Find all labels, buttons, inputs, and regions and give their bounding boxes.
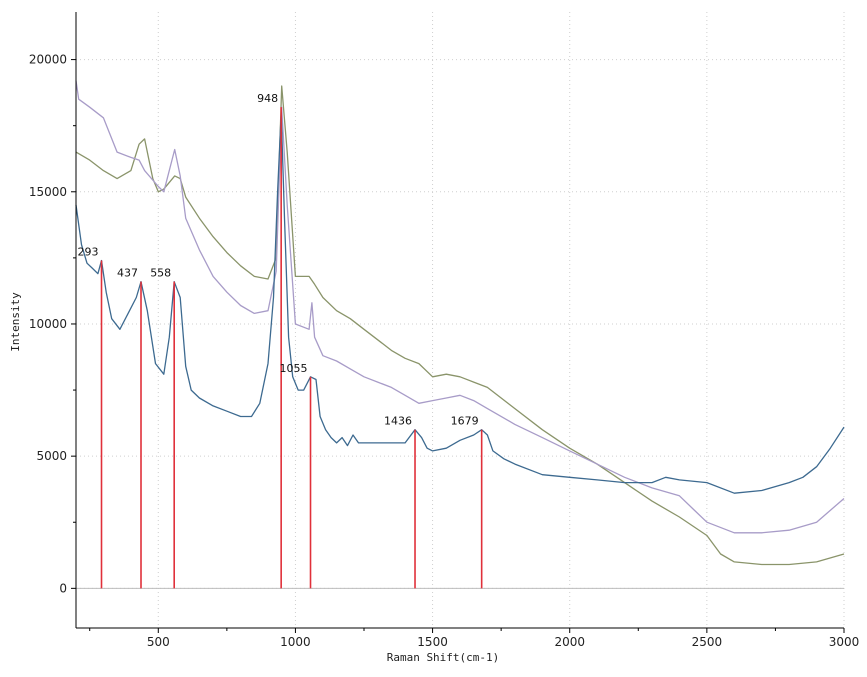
y-tick-label-15000: 15000 bbox=[29, 185, 67, 199]
y-axis-title: Intensity bbox=[9, 292, 22, 352]
series-line-3 bbox=[75, 111, 845, 494]
peak-label-558: 558 bbox=[150, 267, 171, 280]
peak-label-437: 437 bbox=[117, 267, 138, 280]
series-line-1 bbox=[75, 85, 845, 566]
peak-markers bbox=[100, 107, 483, 589]
axes bbox=[75, 12, 844, 629]
x-tick-label-500: 500 bbox=[147, 635, 170, 649]
x-tick-label-2500: 2500 bbox=[692, 635, 723, 649]
peak-label-293: 293 bbox=[78, 246, 99, 259]
grid bbox=[76, 12, 845, 628]
x-axis-title: Raman Shift(cm-1) bbox=[387, 651, 500, 664]
peak-labels: 293 437 558 948 1055 1436 1679 bbox=[78, 92, 479, 428]
x-tick-label-1500: 1500 bbox=[417, 635, 448, 649]
y-tick-label-10000: 10000 bbox=[29, 317, 67, 331]
x-tick-label-1000: 1000 bbox=[280, 635, 311, 649]
series-group bbox=[75, 80, 845, 566]
peak-label-1055: 1055 bbox=[280, 362, 308, 375]
x-tick-label-3000: 3000 bbox=[829, 635, 860, 649]
series-line-2 bbox=[75, 80, 845, 534]
y-tick-label-0: 0 bbox=[59, 581, 67, 595]
y-tick-label-5000: 5000 bbox=[36, 449, 67, 463]
y-tick-label-20000: 20000 bbox=[29, 53, 67, 67]
peak-label-1436: 1436 bbox=[384, 415, 412, 428]
ticks: 500 1000 1500 2000 2500 3000 0 5000 10000 15000 20… bbox=[29, 53, 859, 649]
x-tick-label-2000: 2000 bbox=[554, 635, 585, 649]
peak-label-948: 948 bbox=[257, 92, 278, 105]
peak-label-1679: 1679 bbox=[451, 415, 479, 428]
